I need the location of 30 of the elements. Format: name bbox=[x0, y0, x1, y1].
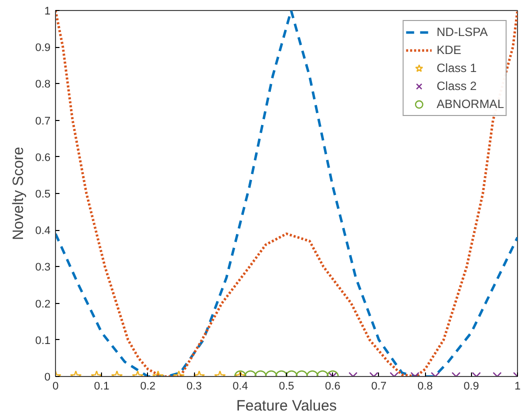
y-tick-label: 0.5 bbox=[35, 188, 51, 200]
x-tick-label: 0.8 bbox=[417, 380, 433, 392]
y-tick-label: 0.6 bbox=[35, 152, 51, 164]
legend-label: Class 1 bbox=[436, 60, 477, 77]
x-tick-label: 0.1 bbox=[94, 380, 110, 392]
y-tick-label: 0.1 bbox=[35, 334, 51, 347]
x-tick-label: 0.5 bbox=[278, 380, 294, 392]
y-tick-label: 0.8 bbox=[35, 78, 51, 91]
x-tick-label: 0.3 bbox=[186, 380, 202, 392]
y-tick-label: 0.9 bbox=[35, 42, 51, 54]
x-tick-label: 0.4 bbox=[232, 380, 248, 392]
x-axis-title: Feature Values bbox=[236, 398, 337, 414]
y-tick-label: 0.4 bbox=[35, 225, 51, 238]
y-tick-label: 1 bbox=[44, 6, 51, 18]
legend-label: ND-LSPA bbox=[436, 24, 488, 41]
x-tick-label: 0 bbox=[52, 380, 59, 392]
x-tick-label: 0.7 bbox=[371, 380, 387, 392]
y-tick-label: 0 bbox=[44, 372, 51, 384]
y-tick-label: 0.2 bbox=[35, 298, 51, 310]
x-tick-label: 1 bbox=[514, 380, 521, 392]
legend-label: ABNORMAL bbox=[436, 96, 504, 113]
legend-label: KDE bbox=[436, 42, 462, 59]
line-series bbox=[56, 10, 518, 376]
y-tick-label: 0.7 bbox=[35, 115, 51, 128]
x-tick-label: 0.6 bbox=[325, 380, 340, 392]
y-tick-label: 0.3 bbox=[35, 262, 51, 274]
x-tick-label: 0.9 bbox=[464, 380, 479, 392]
legend-label: Class 2 bbox=[436, 78, 477, 95]
x-tick-label: 0.2 bbox=[140, 380, 156, 392]
y-axis-title: Novelty Score bbox=[10, 146, 28, 240]
